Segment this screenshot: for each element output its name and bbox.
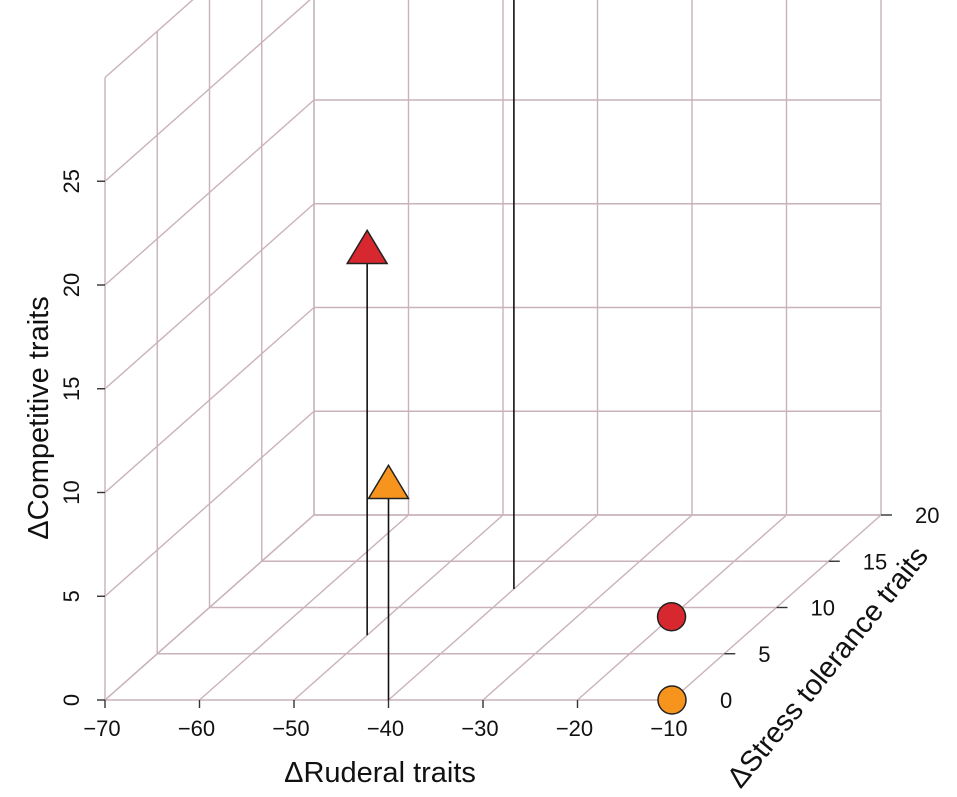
grid-line <box>104 306 315 494</box>
grid-line <box>104 203 315 390</box>
y-axis-tick-label: 15 <box>863 549 887 574</box>
z-axis-label: ΔCompetitive traits <box>23 296 55 539</box>
x-axis-tick-label: −70 <box>83 716 120 741</box>
grid-line <box>104 0 311 182</box>
z-axis-tick-label: 10 <box>59 480 84 504</box>
y-axis-tick-label: 0 <box>720 688 732 713</box>
data-point-triangle <box>367 463 410 500</box>
data-points <box>345 228 687 715</box>
x-axis-tick-label: −20 <box>556 716 593 741</box>
chart-grid <box>104 0 882 701</box>
grid-line <box>104 514 315 701</box>
x-axis-tick-label: −30 <box>461 716 498 741</box>
z-axis-ticks: 0 5 10 15 20 25 <box>59 169 105 706</box>
z-axis-tick-label: 15 <box>59 377 84 401</box>
x-axis-tick-label: −60 <box>178 716 215 741</box>
grid-line <box>104 99 315 286</box>
grid-line <box>104 410 315 597</box>
x-axis-label: ΔRuderal traits <box>284 757 476 789</box>
y-axis-tick-label: 20 <box>915 503 939 528</box>
grid-line <box>104 0 194 79</box>
z-axis-tick-label: 0 <box>59 694 84 706</box>
z-axis-tick-label: 25 <box>59 169 84 193</box>
x-axis-ticks: −70 −60 −50 −40 −30 −20 −10 <box>83 700 688 741</box>
data-point-circle <box>656 602 687 632</box>
x-axis-tick-label: −50 <box>272 716 309 741</box>
y-axis-tick-label: 5 <box>758 642 770 667</box>
data-point-circle <box>657 685 687 715</box>
y-axis-tick-label: 10 <box>811 596 835 621</box>
x-axis-tick-label: −40 <box>367 716 404 741</box>
drop-lines <box>366 0 515 700</box>
x-axis-tick-label: −10 <box>650 716 687 741</box>
data-point-triangle <box>345 228 389 265</box>
y-axis-ticks: 0 5 10 15 20 <box>672 503 939 713</box>
z-axis-tick-label: 20 <box>59 273 84 297</box>
z-axis-tick-label: 5 <box>59 590 84 602</box>
y-axis-label: ΔStress tolerance traits <box>721 541 935 794</box>
